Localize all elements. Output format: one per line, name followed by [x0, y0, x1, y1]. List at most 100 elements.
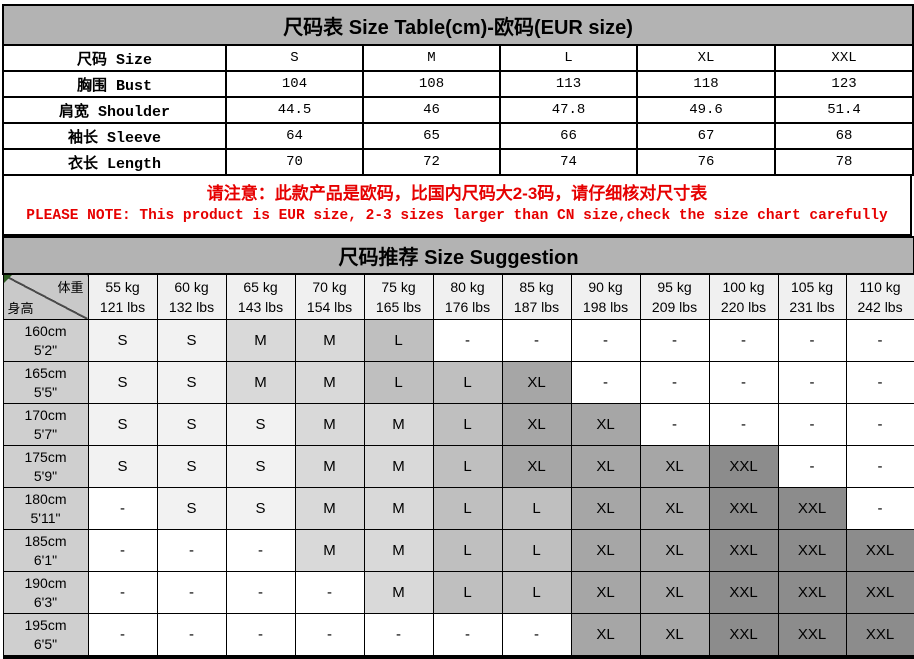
weight-kg-label: 80 kg: [450, 279, 485, 295]
size-column-header: S: [225, 44, 364, 72]
weight-header-cell: 105 kg 231 lbs: [777, 273, 847, 320]
suggestion-cell: XL: [639, 613, 710, 658]
suggestion-cell: -: [432, 319, 503, 362]
size-table: 尺码表 Size Table(cm)-欧码(EUR size) 尺码 Size S…: [1, 4, 914, 176]
suggestion-cell: XL: [570, 445, 641, 488]
suggestion-cell: -: [501, 613, 572, 658]
suggestion-cell: -: [845, 361, 914, 404]
suggestion-cell: L: [432, 529, 503, 572]
suggestion-cell: -: [87, 529, 158, 572]
suggestion-cell: XL: [570, 571, 641, 614]
weight-kg-label: 105 kg: [790, 279, 834, 295]
size-table-value: 74: [499, 148, 638, 176]
suggestion-cell: M: [294, 319, 365, 362]
suggestion-cell: S: [225, 487, 296, 530]
height-axis-label: 身高: [7, 301, 34, 316]
suggestion-cell: -: [639, 361, 710, 404]
size-table-value: 51.4: [773, 96, 914, 124]
weight-header-cell: 55 kg 121 lbs: [87, 273, 158, 320]
suggestion-cell: XXL: [777, 613, 847, 658]
suggestion-cell: S: [156, 319, 227, 362]
weight-header-cell: 65 kg 143 lbs: [225, 273, 296, 320]
size-table-value: 118: [636, 70, 776, 98]
suggestion-cell: S: [87, 403, 158, 446]
suggestion-cell: -: [777, 361, 847, 404]
size-table-value: 49.6: [636, 96, 776, 124]
suggestion-row: 190cm 6'3" - - - - M L L XL XL XXL XXL XXL: [2, 571, 914, 614]
suggestion-cell: -: [294, 613, 365, 658]
height-weight-corner-cell: 体重 身高: [2, 273, 89, 320]
suggestion-cell: -: [639, 319, 710, 362]
suggestion-cell: -: [777, 445, 847, 488]
weight-lbs-label: 143 lbs: [237, 299, 284, 315]
suggestion-cell: S: [156, 445, 227, 488]
height-cm-label: 190cm: [24, 574, 67, 591]
size-table-value: 67: [636, 122, 776, 150]
suggestion-cell: L: [432, 445, 503, 488]
weight-header-cell: 110 kg 242 lbs: [845, 273, 914, 320]
suggestion-cell: XL: [501, 361, 572, 404]
suggestion-cell: XXL: [845, 571, 914, 614]
suggestion-cell: S: [225, 445, 296, 488]
suggestion-cell: -: [156, 529, 227, 572]
size-table-row: 衣长 Length 70 72 74 76 78: [2, 148, 914, 176]
weight-lbs-label: 154 lbs: [306, 299, 353, 315]
size-table-row: 袖长 Sleeve 64 65 66 67 68: [2, 122, 914, 150]
suggestion-row: 195cm 6'5" - - - - - - - XL XL XXL XXL XXL: [2, 613, 914, 658]
suggestion-cell: M: [363, 571, 434, 614]
suggestion-cell: -: [294, 571, 365, 614]
suggestion-cell: L: [501, 571, 572, 614]
height-cm-label: 170cm: [24, 406, 67, 423]
suggestion-cell: M: [225, 361, 296, 404]
suggestion-cell: M: [294, 487, 365, 530]
suggestion-cell: -: [156, 571, 227, 614]
suggestion-cell: M: [294, 361, 365, 404]
suggestion-cell: XL: [501, 403, 572, 446]
suggestion-cell: -: [225, 571, 296, 614]
size-table-value: 70: [225, 148, 364, 176]
size-table-value: 65: [362, 122, 501, 150]
weight-lbs-label: 165 lbs: [375, 299, 422, 315]
height-cm-label: 160cm: [24, 322, 67, 339]
height-ft-label: 6'3": [33, 593, 58, 610]
size-table-value: 64: [225, 122, 364, 150]
suggestion-cell: M: [225, 319, 296, 362]
height-cm-label: 175cm: [24, 448, 67, 465]
weight-header-cell: 95 kg 209 lbs: [639, 273, 710, 320]
suggestion-cell: S: [225, 403, 296, 446]
suggestion-cell: XL: [639, 445, 710, 488]
suggestion-cell: -: [225, 529, 296, 572]
weight-kg-label: 110 kg: [859, 279, 901, 295]
suggestion-cell: S: [87, 319, 158, 362]
size-table-columns-row: 尺码 Size S M L XL XXL: [2, 44, 914, 72]
notice-line-english: PLEASE NOTE: This product is EUR size, 2…: [26, 208, 888, 224]
suggestion-cell: L: [363, 319, 434, 362]
suggestion-cell: -: [501, 319, 572, 362]
eur-size-notice: 请注意：此款产品是欧码，比国内尺码大2-3码，请仔细核对尺寸表 PLEASE N…: [2, 176, 912, 236]
suggestion-cell: -: [845, 487, 914, 530]
suggestion-cell: -: [432, 613, 503, 658]
suggestion-cell: XL: [570, 529, 641, 572]
suggestion-row: 165cm 5'5" S S M M L L XL - - - - -: [2, 361, 914, 404]
weight-kg-label: 95 kg: [657, 279, 692, 295]
suggestion-cell: L: [432, 487, 503, 530]
suggestion-cell: -: [845, 445, 914, 488]
height-header-cell: 190cm 6'3": [2, 571, 89, 614]
suggestion-cell: XXL: [777, 529, 847, 572]
size-column-header: L: [499, 44, 638, 72]
suggestion-cell: -: [156, 613, 227, 658]
suggestion-cell: XXL: [845, 613, 914, 658]
size-chart-sheet: 尺码表 Size Table(cm)-欧码(EUR size) 尺码 Size S…: [1, 4, 914, 659]
suggestion-cell: XL: [570, 613, 641, 658]
weight-axis-label: 体重: [57, 280, 84, 295]
suggestion-cell: -: [708, 403, 779, 446]
height-ft-label: 5'2": [33, 341, 58, 358]
height-header-cell: 185cm 6'1": [2, 529, 89, 572]
suggestion-cell: M: [363, 445, 434, 488]
suggestion-cell: L: [501, 529, 572, 572]
suggestion-cell: S: [87, 361, 158, 404]
suggestion-cell: XL: [570, 403, 641, 446]
suggestion-table-title: 尺码推荐 Size Suggestion: [1, 236, 914, 275]
weight-kg-label: 75 kg: [381, 279, 416, 295]
weight-header-cell: 90 kg 198 lbs: [570, 273, 641, 320]
